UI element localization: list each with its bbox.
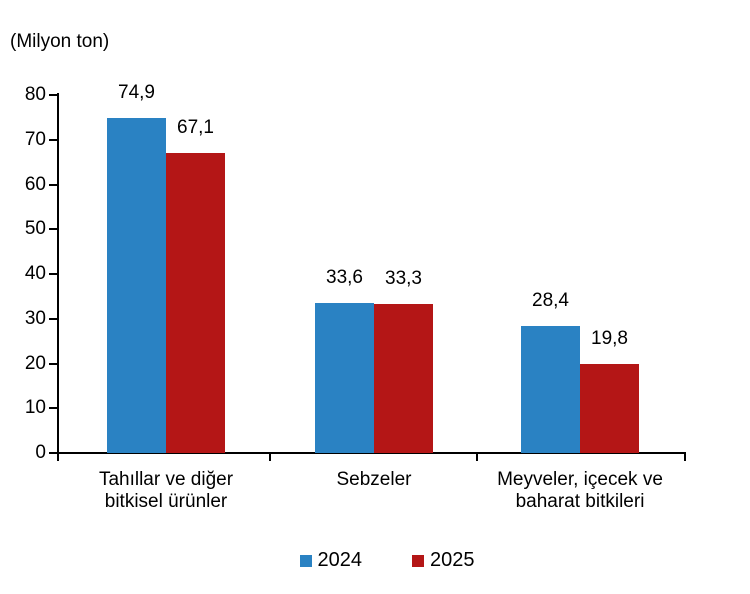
value-label: 28,4	[532, 290, 569, 311]
y-tick-label: 20	[24, 352, 46, 374]
y-tick-label: 30	[24, 307, 46, 329]
legend-label: 2024	[317, 549, 363, 571]
y-tick-label: 50	[24, 218, 46, 240]
bar-2024	[315, 303, 374, 453]
y-axis	[57, 93, 59, 461]
value-label: 19,8	[591, 328, 628, 349]
x-tick	[57, 453, 59, 461]
x-tick	[476, 453, 478, 461]
y-tick-label: 80	[24, 84, 46, 105]
y-tick-label: 10	[24, 397, 46, 419]
bar-2024	[521, 326, 580, 453]
value-label: 67,1	[177, 117, 214, 138]
category-label: Sebzeler	[336, 469, 412, 490]
legend-swatch-2024	[299, 554, 312, 567]
value-label: 74,9	[118, 82, 155, 103]
bar-2025	[580, 364, 639, 453]
y-tick-label: 70	[24, 128, 46, 150]
bar-2025	[166, 153, 225, 453]
y-tick	[49, 273, 58, 275]
value-label: 33,3	[385, 268, 422, 289]
y-tick	[49, 407, 58, 410]
y-tick	[49, 94, 58, 96]
category-label: Meyveler, içecek ve baharat bitkileri	[497, 469, 663, 512]
y-tick-label: 0	[35, 442, 46, 463]
value-label: 33,6	[326, 267, 363, 288]
legend-item: 2024	[299, 549, 363, 572]
y-tick-label: 60	[24, 173, 46, 195]
y-tick	[49, 362, 58, 365]
x-tick	[684, 453, 686, 461]
legend: 2024 2025	[12, 549, 750, 572]
category-label: Tahıllar ve diğer bitkisel ürünler	[98, 469, 234, 512]
y-tick	[49, 317, 58, 320]
y-tick	[49, 138, 58, 141]
legend-item: 2025	[412, 549, 475, 572]
y-tick	[49, 183, 58, 186]
unit-label: (Milyon ton)	[10, 31, 110, 52]
x-axis	[57, 452, 686, 454]
bar-2025	[374, 304, 433, 453]
bar-2024	[107, 118, 166, 453]
x-tick	[269, 453, 271, 461]
y-tick	[49, 452, 58, 454]
y-tick	[49, 228, 58, 231]
legend-swatch-2025	[412, 554, 424, 567]
y-tick-label: 40	[24, 263, 46, 284]
legend-label: 2025	[430, 549, 475, 571]
